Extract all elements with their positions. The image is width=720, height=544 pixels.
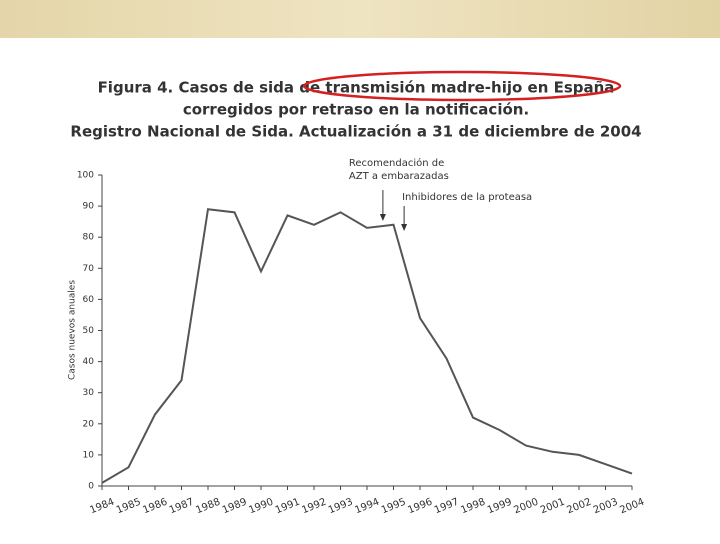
y-axis-label: Casos nuevos anuales bbox=[68, 280, 78, 380]
x-tick-label: 1988 bbox=[194, 497, 222, 517]
x-tick-label: 2000 bbox=[512, 497, 540, 517]
x-tick-label: 2004 bbox=[618, 497, 646, 517]
x-tick-label: 1991 bbox=[274, 497, 302, 517]
annotation-text: Recomendación de bbox=[349, 157, 444, 169]
y-tick-label: 40 bbox=[83, 357, 95, 367]
x-tick-label: 2003 bbox=[592, 497, 620, 517]
header-band bbox=[0, 0, 720, 38]
highlight-ellipse bbox=[302, 70, 622, 102]
data-line bbox=[101, 208, 633, 484]
x-tick-label: 1987 bbox=[168, 497, 196, 517]
annotation-text: Inhibidores de la proteasa bbox=[402, 192, 532, 203]
x-tick-label: 1997 bbox=[433, 497, 461, 517]
y-tick-label: 70 bbox=[83, 264, 95, 274]
y-tick-label: 50 bbox=[83, 326, 95, 336]
y-tick-label: 90 bbox=[83, 202, 95, 212]
x-tick-label: 1993 bbox=[327, 497, 355, 517]
x-tick-label: 1985 bbox=[115, 497, 143, 517]
x-tick-label: 1992 bbox=[300, 497, 328, 517]
x-tick-label: 1994 bbox=[353, 497, 381, 517]
arrow-head bbox=[401, 224, 408, 231]
y-tick-label: 0 bbox=[88, 482, 94, 492]
x-tick-label: 1999 bbox=[486, 497, 514, 517]
arrow-head bbox=[379, 214, 386, 221]
x-tick-label: 1990 bbox=[247, 497, 275, 517]
y-tick-label: 60 bbox=[83, 295, 95, 305]
y-tick-label: 80 bbox=[83, 233, 95, 243]
x-tick-label: 1995 bbox=[380, 497, 408, 517]
x-tick-label: 1989 bbox=[221, 497, 249, 517]
y-tick-label: 10 bbox=[83, 450, 95, 460]
x-tick-label: 2001 bbox=[539, 497, 567, 517]
title-line: corregidos por retraso en la notificació… bbox=[183, 101, 529, 119]
title-line: Figura 4. Casos de sida de transmisión m… bbox=[98, 79, 615, 97]
x-tick-label: 1984 bbox=[88, 497, 116, 517]
y-tick-label: 100 bbox=[77, 171, 94, 181]
x-tick-label: 1996 bbox=[406, 497, 434, 517]
y-tick-label: 20 bbox=[83, 419, 95, 429]
title-line: Registro Nacional de Sida. Actualización… bbox=[70, 123, 641, 141]
annotation-text: AZT a embarazadas bbox=[349, 171, 449, 182]
x-tick-label: 1998 bbox=[459, 497, 487, 517]
x-tick-label: 2002 bbox=[565, 497, 593, 517]
y-tick-label: 30 bbox=[83, 388, 95, 398]
x-tick-label: 1986 bbox=[141, 497, 169, 517]
